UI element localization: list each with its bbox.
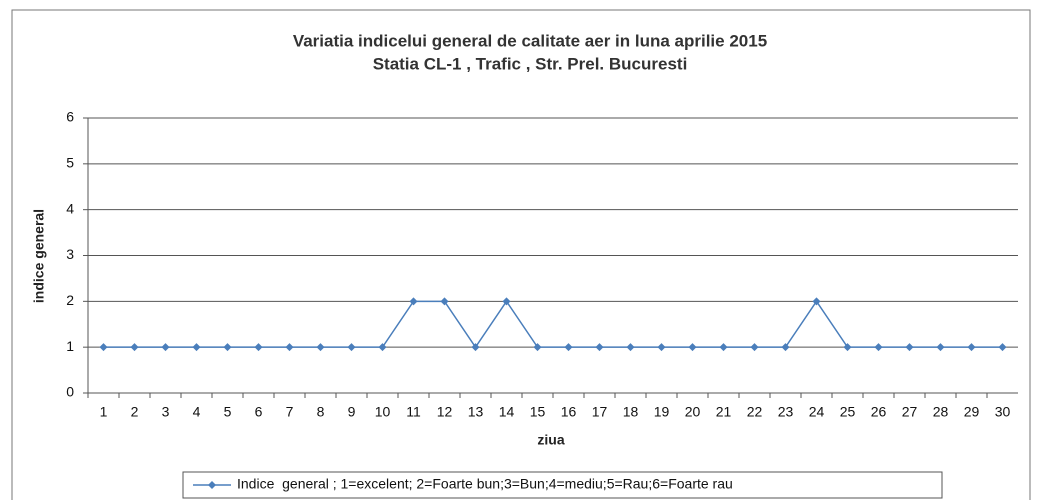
point-marker [440,297,449,306]
x-tick-label: 25 [840,404,856,420]
point-marker [719,343,728,352]
series-line [103,299,1003,349]
point-marker [254,343,263,352]
point-marker [595,343,604,352]
point-marker [657,343,666,352]
x-tick-label: 2 [131,404,139,420]
x-tick-label: 23 [778,404,794,420]
point-marker [347,343,356,352]
x-tick-label: 22 [747,404,763,420]
y-tick-label: 5 [66,155,74,171]
point-marker [564,343,573,352]
y-tick-label: 0 [66,384,74,400]
x-axis-title: ziua [537,432,564,448]
x-tick-label: 28 [933,404,949,420]
point-marker [99,343,108,352]
x-tick-label: 15 [530,404,546,420]
x-tick-label: 1 [100,404,108,420]
point-marker [223,343,232,352]
point-marker [285,343,294,352]
point-marker [471,343,480,352]
x-tick-label: 19 [654,404,670,420]
x-tick-label: 6 [255,404,263,420]
point-marker [192,343,201,352]
point-marker [130,343,139,352]
x-tick-label: 7 [286,404,294,420]
point-marker [502,297,511,306]
point-marker [967,343,976,352]
y-tick-label: 4 [66,200,74,216]
y-tick-label: 2 [66,292,74,308]
x-tick-label: 17 [592,404,608,420]
point-marker [905,343,914,352]
x-tick-label: 8 [317,404,325,420]
x-tick-label: 9 [348,404,356,420]
x-tick-label: 21 [716,404,732,420]
x-tick-label: 11 [406,404,421,420]
x-tick-label: 29 [964,404,980,420]
x-tick-label: 3 [162,404,170,420]
point-marker [843,343,852,352]
point-marker [998,343,1007,352]
y-tick-label: 3 [66,246,74,262]
point-marker [533,343,542,352]
point-marker [161,343,170,352]
y-tick-label: 6 [66,109,74,125]
x-tick-label: 20 [685,404,701,420]
x-tick-label: 5 [224,404,232,420]
point-marker [409,297,418,306]
x-tick-label: 12 [437,404,453,420]
chart-title: Variatia indicelui general de calitate a… [293,31,767,50]
x-tick-label: 26 [871,404,887,420]
legend-label: Indice general ; 1=excelent; 2=Foarte bu… [237,476,733,492]
x-tick-label: 18 [623,404,639,420]
x-tick-label: 4 [193,404,201,420]
x-tick-label: 16 [561,404,577,420]
y-tick-label: 1 [66,338,74,354]
point-marker [936,343,945,352]
x-tick-label: 27 [902,404,918,420]
x-tick-label: 30 [995,404,1011,420]
x-tick-label: 24 [809,404,825,420]
point-marker [781,343,790,352]
point-marker [316,343,325,352]
point-marker [626,343,635,352]
chart-subtitle: Statia CL-1 , Trafic , Str. Prel. Bucure… [373,54,688,73]
point-marker [874,343,883,352]
point-marker [750,343,759,352]
point-marker [688,343,697,352]
legend-box [182,471,943,499]
y-axis-title: indice general [31,209,47,303]
x-tick-label: 10 [375,404,391,420]
point-marker [378,343,387,352]
point-marker [812,297,821,306]
x-tick-label: 14 [499,404,515,420]
legend-marker [208,481,216,489]
x-tick-label: 13 [468,404,484,420]
